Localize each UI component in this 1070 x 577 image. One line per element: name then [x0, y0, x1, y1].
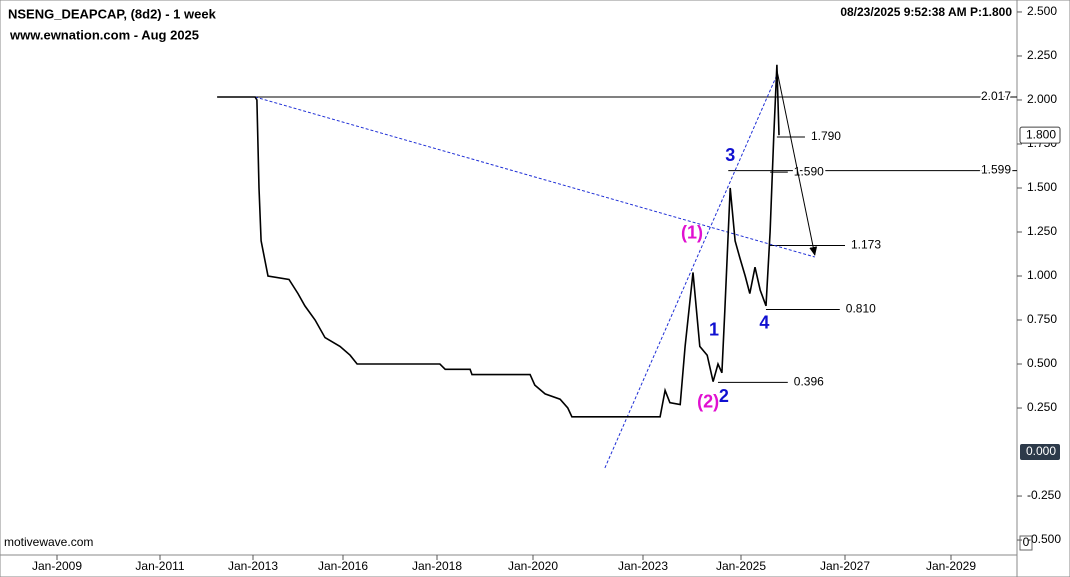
chart-title: NSENG_DEAPCAP, (8d2) - 1 week [8, 6, 217, 21]
y-tick-label: -0.250 [1027, 488, 1061, 502]
y-tick-label: 0.250 [1027, 400, 1057, 414]
wave-label: (1) [681, 223, 703, 243]
subtitle: www.ewnation.com - Aug 2025 [9, 27, 199, 42]
y-tick-label: 2.250 [1027, 48, 1057, 62]
y-tick-label: 1.000 [1027, 268, 1057, 282]
y-tick-label: 2.500 [1027, 4, 1057, 18]
level-label: 1.790 [811, 129, 841, 143]
x-tick-label: Jan-2025 [716, 559, 766, 573]
trendline [776, 69, 818, 256]
level-label: 1.590 [794, 164, 824, 178]
level-label: 1.599 [981, 163, 1011, 177]
x-tick-label: Jan-2018 [412, 559, 462, 573]
price-marker-box [1019, 126, 1061, 144]
price-marker-label: 1.800 [1026, 127, 1056, 141]
x-tick-label: Jan-2027 [820, 559, 870, 573]
timestamp: 08/23/2025 9:52:38 AM P:1.800 [840, 5, 1012, 19]
y-tick-label: 2.000 [1027, 92, 1057, 106]
wave-label: 2 [719, 386, 729, 406]
x-tick-label: Jan-2020 [508, 559, 558, 573]
x-tick-label: Jan-2009 [32, 559, 82, 573]
y-tick-label: 1.500 [1027, 180, 1057, 194]
x-tick-label: Jan-2011 [135, 559, 184, 573]
level-label: 1.173 [851, 238, 881, 252]
x-tick-label: Jan-2023 [618, 559, 668, 573]
y-tick-label: 1.250 [1027, 224, 1057, 238]
y-tick-label: -0.500 [1027, 532, 1061, 546]
corner-label: 0 [1023, 535, 1030, 549]
source: motivewave.com [4, 535, 93, 549]
y-axis-panel [1016, 0, 1070, 577]
y-tick-label: 0.750 [1027, 312, 1057, 326]
wave-label: 1 [709, 319, 719, 339]
x-axis-panel [0, 554, 1018, 577]
wave-label: 3 [725, 145, 735, 165]
zero-marker-label: 0.000 [1026, 444, 1056, 458]
trendline [254, 96, 815, 258]
plot-area [0, 0, 1018, 556]
corner-box [1019, 535, 1033, 551]
price-line [217, 64, 780, 418]
x-tick-label: Jan-2013 [228, 559, 278, 573]
wave-label: (2) [697, 391, 719, 411]
level-label: 0.810 [846, 302, 876, 316]
x-tick-label: Jan-2016 [318, 559, 368, 573]
level-label: 0.396 [794, 374, 824, 388]
y-tick-label: 0.500 [1027, 356, 1057, 370]
x-tick-label: Jan-2029 [926, 559, 976, 573]
wave-label: 4 [759, 312, 769, 332]
trendline [604, 74, 778, 469]
zero-marker-box [1020, 444, 1060, 461]
level-label: 2.017 [981, 89, 1011, 103]
